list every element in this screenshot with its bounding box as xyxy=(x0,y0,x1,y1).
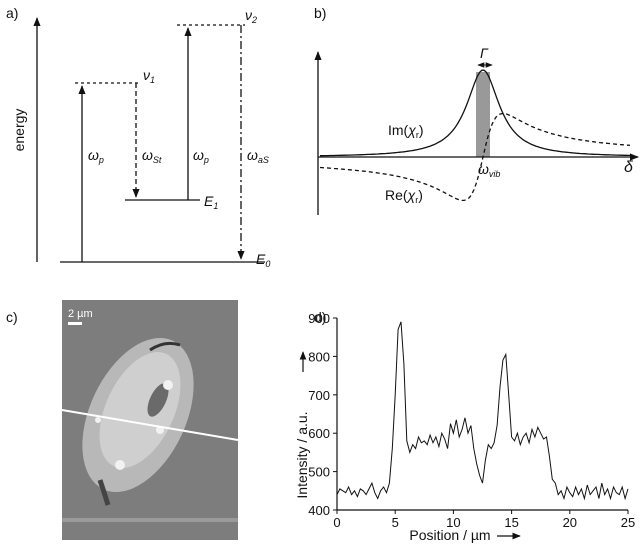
subscript: p xyxy=(98,155,104,165)
x-tick-label: 10 xyxy=(446,515,460,530)
subscript: r xyxy=(415,195,418,205)
linewidth-band xyxy=(476,72,490,157)
im-curve xyxy=(320,69,630,157)
symbol: ω xyxy=(88,147,99,163)
x-tick-label: 5 xyxy=(392,515,399,530)
x-tick-label: 15 xyxy=(504,515,518,530)
y-tick-label: 600 xyxy=(308,426,330,441)
transition-label: ωaS xyxy=(247,147,269,165)
subscript: p xyxy=(203,155,209,165)
re-curve xyxy=(319,112,631,202)
panel-b xyxy=(314,51,639,215)
panel-label: b) xyxy=(314,5,326,21)
scale-label: 2 µm xyxy=(68,308,93,320)
symbol: ω xyxy=(142,147,153,163)
text: ) xyxy=(418,187,423,203)
cell-feature xyxy=(149,341,181,352)
vesicle xyxy=(163,380,173,390)
vesicle xyxy=(115,460,125,470)
x-axis-label: Position / µm xyxy=(409,527,490,543)
vesicle xyxy=(95,417,101,423)
subscript: r xyxy=(416,130,419,140)
y-tick-label: 700 xyxy=(308,388,330,403)
axis-label: δ xyxy=(624,159,634,176)
panel-a xyxy=(33,17,265,263)
curve-label: Re(χr) xyxy=(385,187,423,205)
level-label: E0 xyxy=(256,251,270,269)
text: Re( xyxy=(385,187,408,203)
transition-label: ωp xyxy=(88,147,104,165)
curve-label: Im(χr) xyxy=(388,122,424,140)
panel-label: a) xyxy=(6,5,18,21)
subscript: 1 xyxy=(150,75,155,85)
y-axis-label: Intensity / a.u. xyxy=(294,411,310,498)
chart: 400 500 600 700 800 900 0 5 10 15 20 25 xyxy=(308,311,635,530)
symbol: χ xyxy=(406,187,416,203)
subscript: aS xyxy=(258,155,269,165)
symbol: ν xyxy=(143,67,150,83)
cell-interior xyxy=(99,352,181,468)
level-label: E1 xyxy=(204,193,218,211)
x-tick-label: 25 xyxy=(621,515,635,530)
transition-label: ωSt xyxy=(142,147,162,165)
subscript: vib xyxy=(489,169,501,179)
symbol: χ xyxy=(406,122,416,138)
subscript: 1 xyxy=(213,201,218,211)
level-label: ν1 xyxy=(143,67,155,85)
image-artifact xyxy=(62,518,238,522)
gamma-label: Γ xyxy=(480,45,489,61)
profile-line xyxy=(61,409,239,441)
x-tick-label: 20 xyxy=(563,515,577,530)
scale-bar xyxy=(68,322,82,325)
symbol: ν xyxy=(245,7,252,23)
y-tick-label: 400 xyxy=(308,503,330,518)
subscript: 0 xyxy=(265,259,270,269)
symbol: E xyxy=(256,251,266,267)
cell-feature xyxy=(97,479,111,506)
panel-label: c) xyxy=(6,309,18,325)
y-tick-label: 500 xyxy=(308,465,330,480)
y-tick-label: 900 xyxy=(308,311,330,326)
level-label: ν2 xyxy=(245,7,257,25)
omega-vib-label: ωvib xyxy=(478,161,500,179)
x-tick-label: 0 xyxy=(333,515,340,530)
subscript: 2 xyxy=(251,15,257,25)
micrograph xyxy=(61,300,239,540)
symbol: ω xyxy=(247,147,258,163)
axis-label: energy xyxy=(11,109,27,152)
text: Im( xyxy=(388,122,409,138)
y-tick-label: 800 xyxy=(308,349,330,364)
data-line xyxy=(336,321,629,501)
symbol: ω xyxy=(478,161,489,177)
subscript: St xyxy=(153,155,162,165)
cell-feature xyxy=(147,383,169,417)
text: ) xyxy=(419,122,424,138)
transition-label: ωp xyxy=(193,147,209,165)
panel-label: d) xyxy=(314,309,326,325)
symbol: ω xyxy=(193,147,204,163)
symbol: E xyxy=(204,193,214,209)
